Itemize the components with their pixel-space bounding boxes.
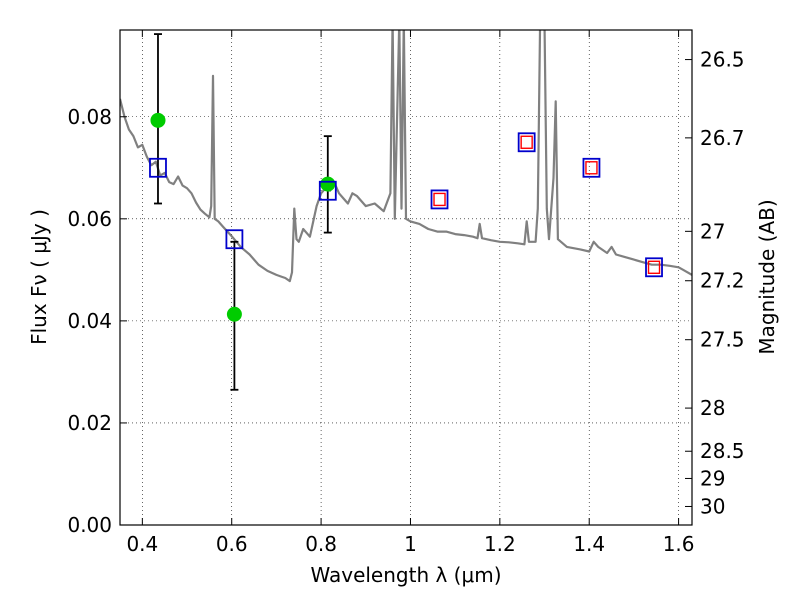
band-flux-square-inner — [520, 135, 533, 149]
x-tick-label: 0.8 — [305, 532, 337, 556]
observed-flux-point — [320, 176, 336, 192]
x-tick-label: 0.6 — [216, 532, 248, 556]
model-band-flux-square — [225, 229, 244, 250]
x-tick-label: 1 — [404, 532, 417, 556]
x-tick-label: 1.6 — [663, 532, 695, 556]
y-tick-label: 0.04 — [67, 309, 112, 333]
observed-flux-point — [226, 306, 242, 322]
model-spectrum-line — [120, 30, 692, 283]
y-tick-label: 0.08 — [67, 105, 112, 129]
model-band-flux-square — [517, 132, 536, 153]
y2-tick-label: 26.5 — [700, 48, 745, 72]
y2-tick-label: 28 — [700, 396, 725, 420]
y2-tick-label: 30 — [700, 494, 725, 518]
grid — [120, 30, 692, 525]
band-flux-square-inner — [433, 192, 446, 207]
observed-flux-point — [150, 112, 166, 128]
x-tick-label: 0.4 — [126, 532, 158, 556]
y-tick-label: 0.02 — [67, 411, 112, 435]
y2-tick-label: 26.7 — [700, 126, 745, 150]
y2-tick-label: 28.5 — [700, 439, 745, 463]
y2-tick-label: 29 — [700, 466, 725, 490]
y2-axis-label: Magnitude (AB) — [755, 199, 779, 354]
ticks: 0.4 0.6 0.8 1 1.2 1.4 1.6 0.00 0.02 0.04 0.06 0.08 2… — [67, 30, 745, 556]
y2-tick-label: 27 — [700, 219, 725, 243]
model-band-flux-square — [645, 257, 663, 278]
band-flux-square-inner — [585, 161, 598, 175]
model-band-flux-square — [582, 157, 601, 178]
y-tick-label: 0.06 — [67, 207, 112, 231]
band-flux-square-inner — [647, 260, 661, 274]
model-band-flux-square — [430, 189, 449, 210]
x-tick-label: 1.4 — [573, 532, 605, 556]
x-tick-label: 1.2 — [484, 532, 516, 556]
y-axis-label: Flux Fν ( μJy ) — [27, 209, 51, 345]
y2-tick-label: 27.2 — [700, 269, 745, 293]
x-axis-label: Wavelength λ (μm) — [310, 563, 501, 587]
y-tick-label: 0.00 — [67, 513, 112, 537]
series-layer — [120, 30, 692, 391]
model-band-flux-square — [318, 180, 337, 201]
model-band-flux-square — [149, 157, 167, 178]
plot-frame — [119, 29, 693, 526]
y2-tick-label: 27.5 — [700, 328, 745, 352]
